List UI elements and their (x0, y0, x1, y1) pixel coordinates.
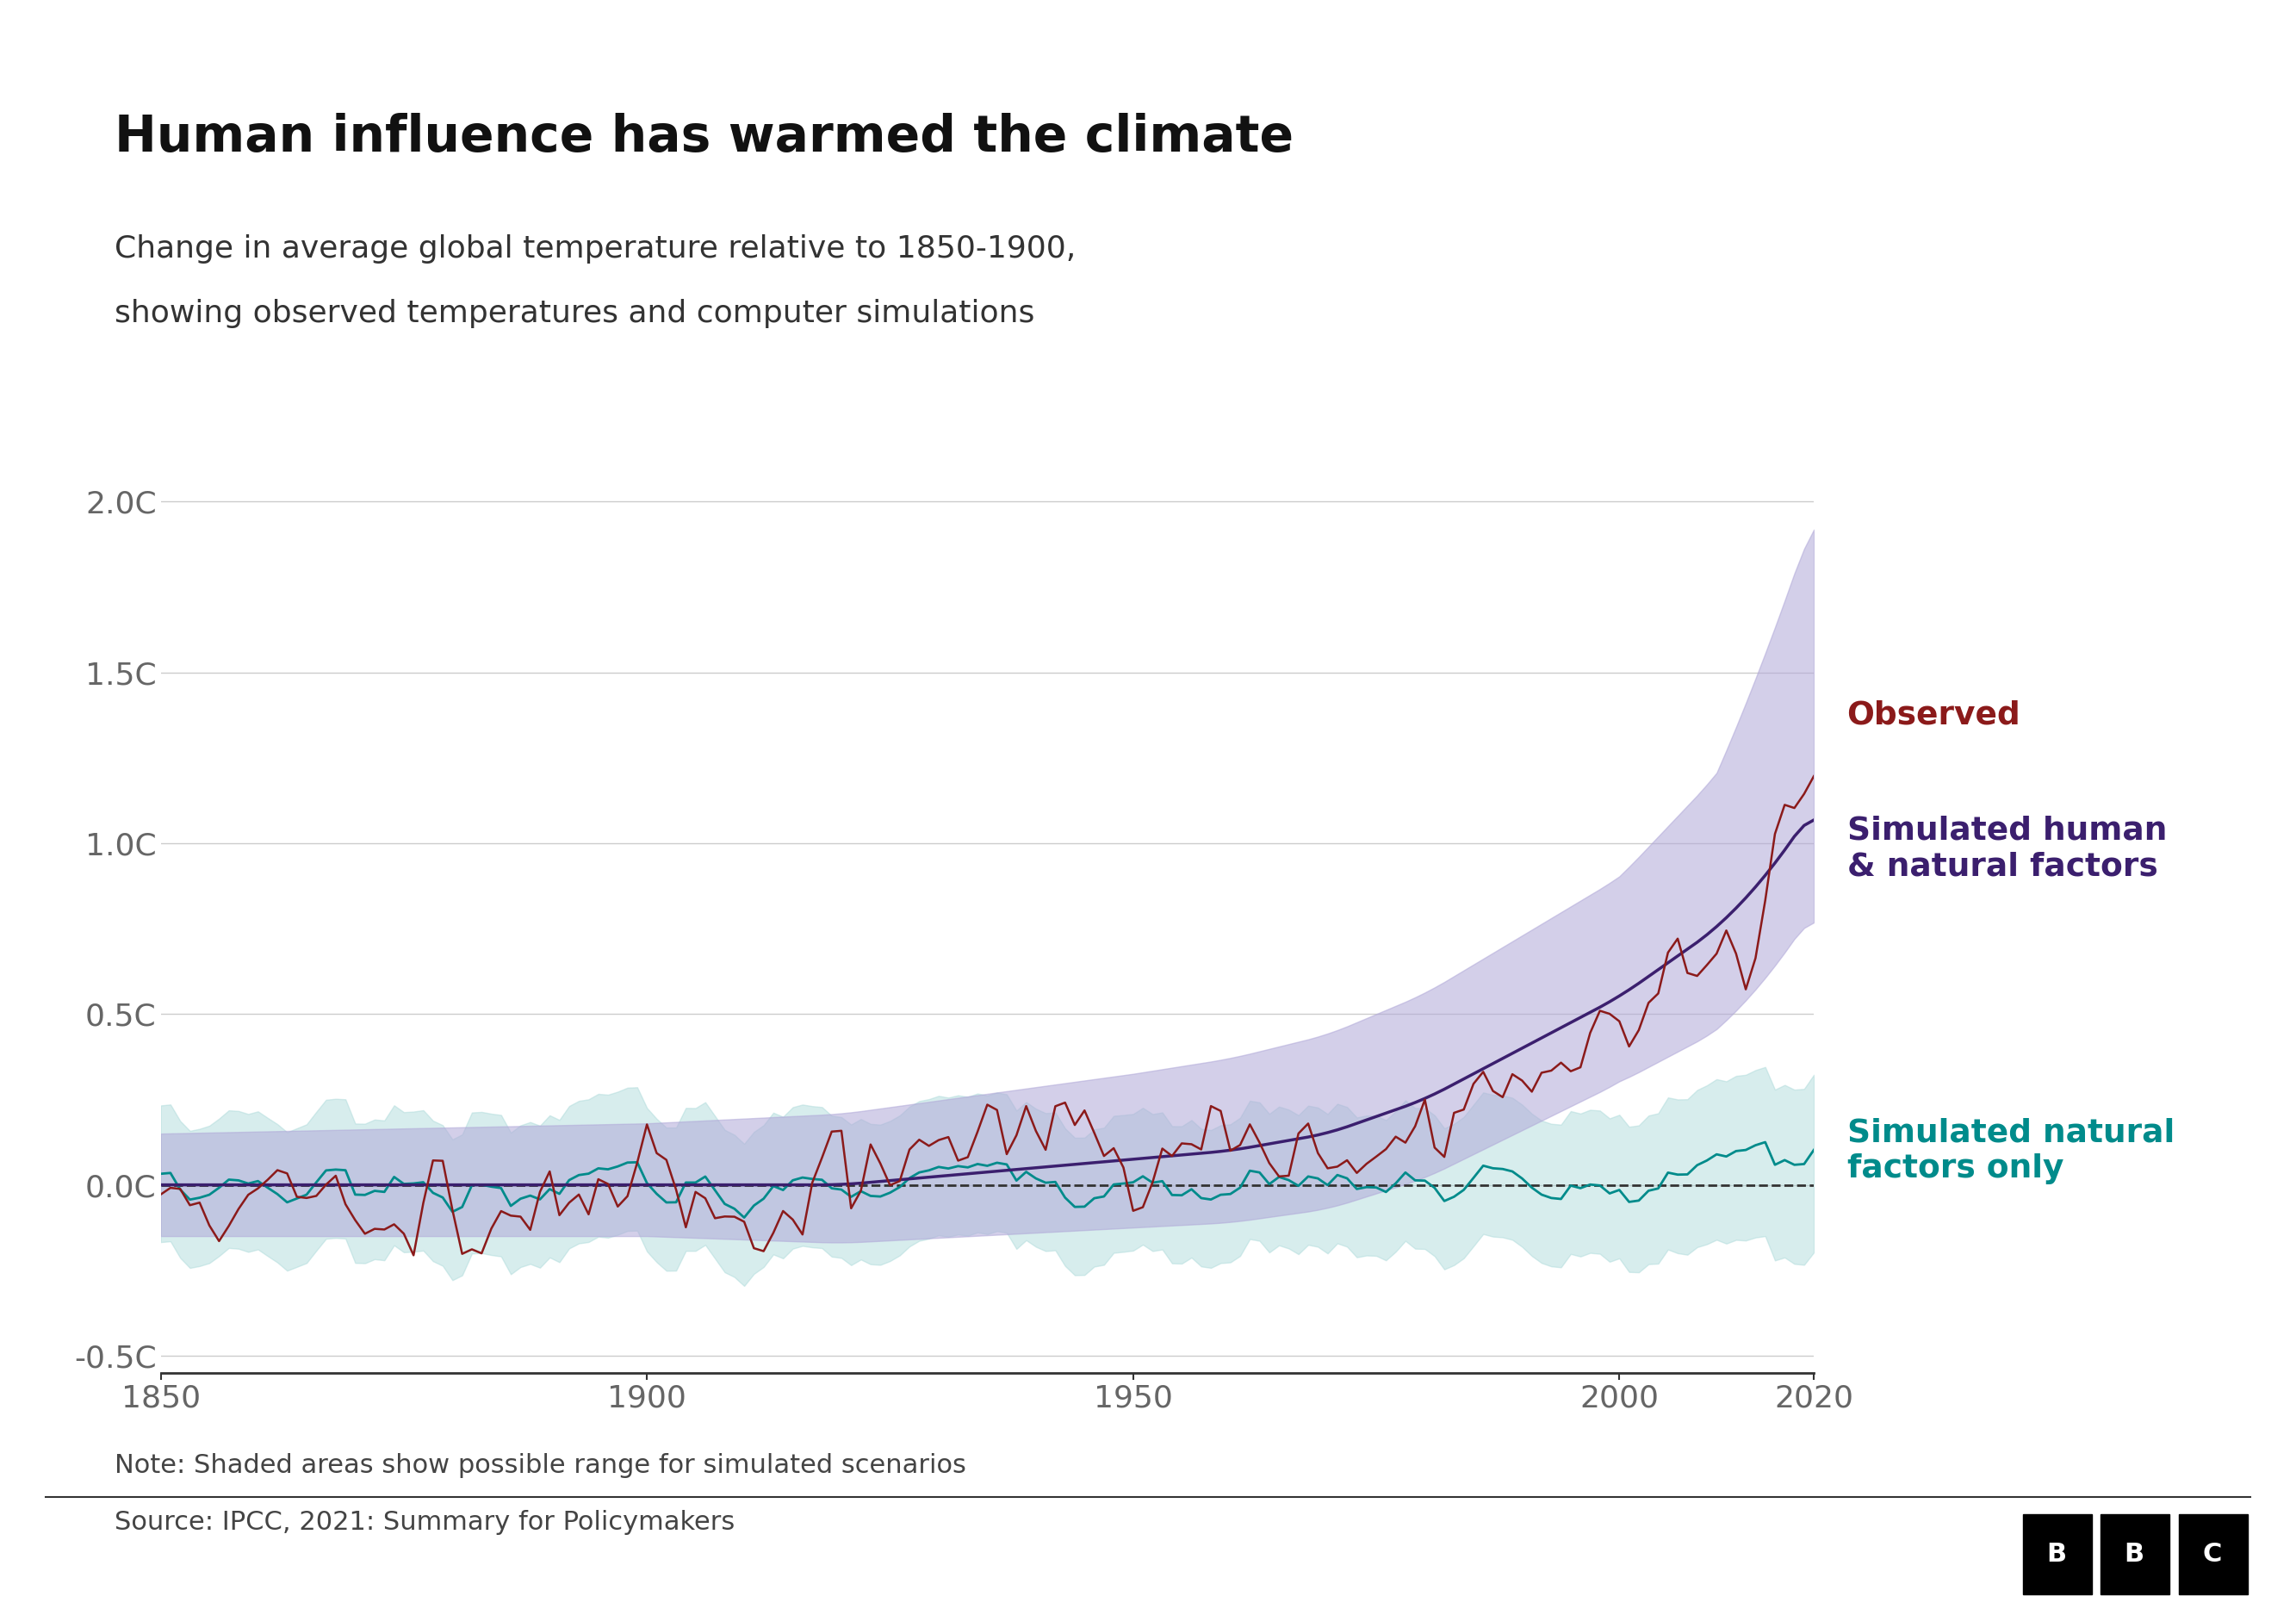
FancyBboxPatch shape (2023, 1515, 2092, 1594)
Text: Source: IPCC, 2021: Summary for Policymakers: Source: IPCC, 2021: Summary for Policyma… (115, 1510, 735, 1534)
Text: Observed: Observed (1846, 701, 2020, 732)
Text: Change in average global temperature relative to 1850-1900,: Change in average global temperature rel… (115, 234, 1077, 263)
Text: B: B (2124, 1542, 2144, 1567)
FancyBboxPatch shape (2101, 1515, 2170, 1594)
FancyBboxPatch shape (2179, 1515, 2248, 1594)
Text: Simulated natural
factors only: Simulated natural factors only (1846, 1118, 2174, 1184)
Text: C: C (2202, 1542, 2223, 1567)
Text: Simulated human
& natural factors: Simulated human & natural factors (1846, 816, 2167, 882)
Text: Human influence has warmed the climate: Human influence has warmed the climate (115, 113, 1295, 162)
Text: Note: Shaded areas show possible range for simulated scenarios: Note: Shaded areas show possible range f… (115, 1454, 967, 1478)
Text: showing observed temperatures and computer simulations: showing observed temperatures and comput… (115, 299, 1035, 328)
Text: B: B (2046, 1542, 2066, 1567)
